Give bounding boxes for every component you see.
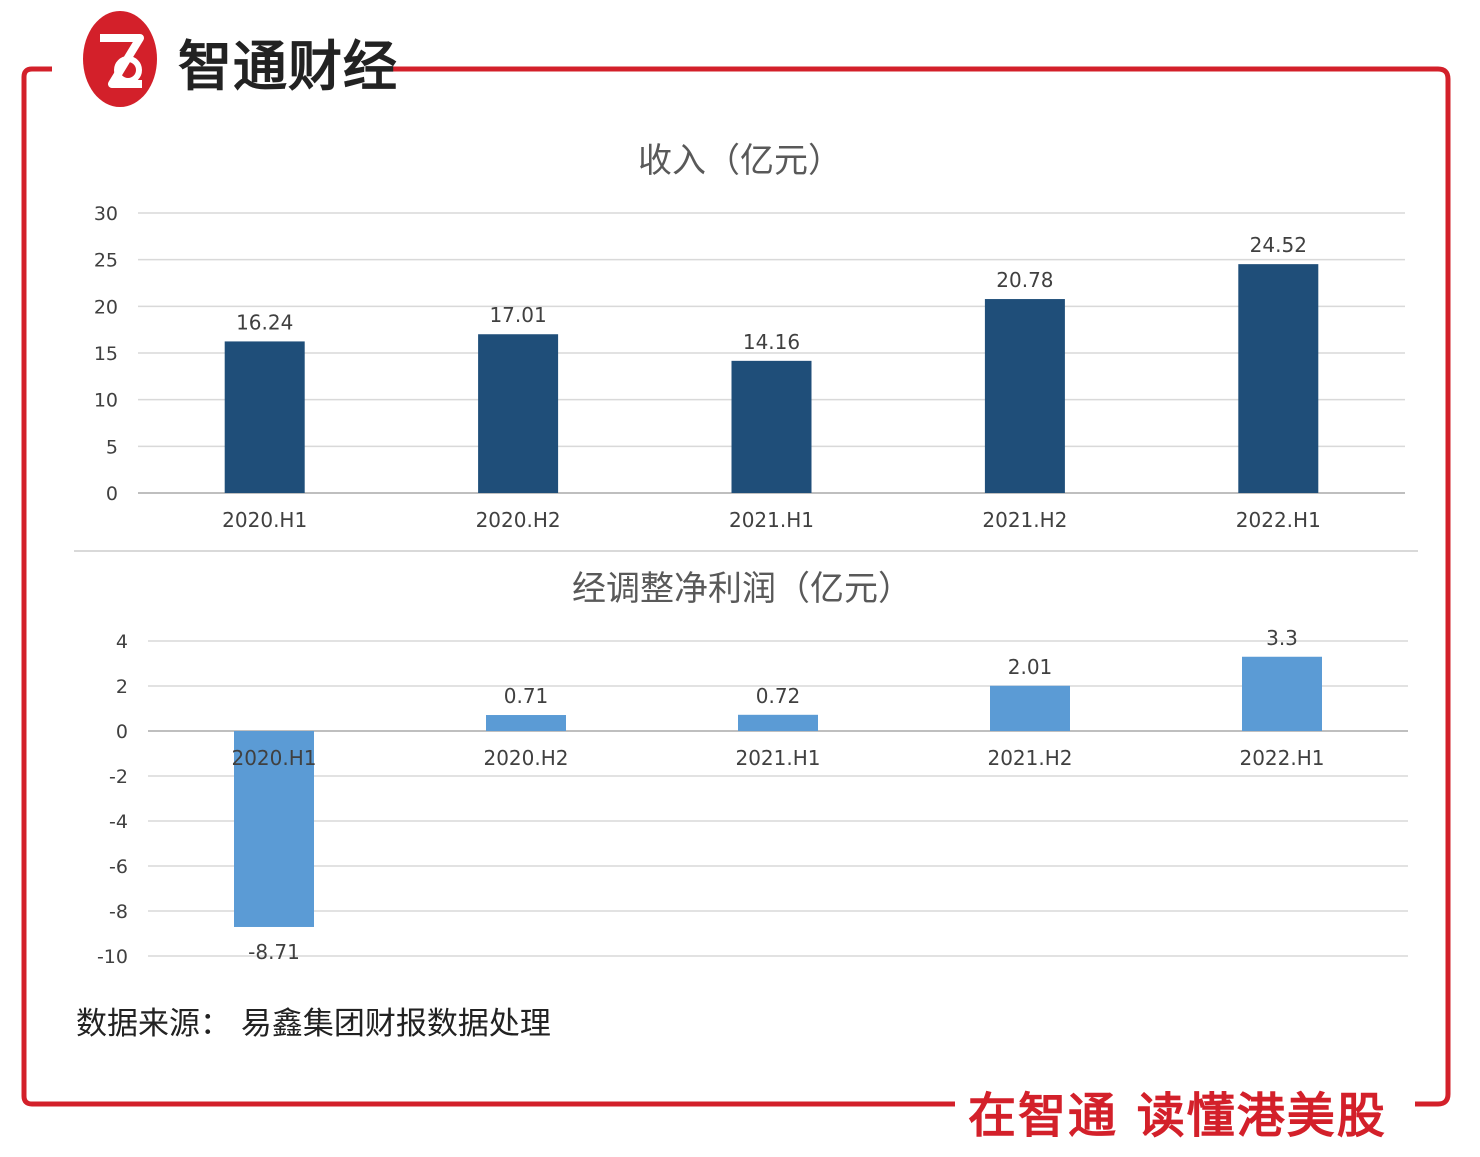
y-tick-label: 5 <box>106 436 118 458</box>
y-tick-label: 4 <box>116 631 128 653</box>
bar <box>1238 264 1319 493</box>
y-tick-label: -10 <box>97 946 128 968</box>
data-label: 0.71 <box>504 684 549 708</box>
data-source-note: 数据来源： 易鑫集团财报数据处理 <box>76 1006 551 1042</box>
zhitong-logo-icon <box>83 11 157 107</box>
y-tick-label: 30 <box>94 203 118 225</box>
data-label: 24.52 <box>1250 233 1307 257</box>
x-tick-label: 2022.H1 <box>1236 508 1321 532</box>
frame-border-left <box>21 66 955 1107</box>
bar <box>486 715 566 731</box>
slogan: 在智通 读懂港美股 <box>968 1088 1387 1144</box>
x-tick-label: 2020.H2 <box>483 746 568 770</box>
y-tick-label: 15 <box>94 343 118 365</box>
x-tick-label: 2021.H2 <box>987 746 1072 770</box>
y-tick-label: 25 <box>94 250 118 272</box>
x-tick-label: 2021.H1 <box>735 746 820 770</box>
x-tick-label: 2021.H1 <box>729 508 814 532</box>
bar <box>738 714 818 731</box>
data-label: 16.24 <box>236 310 293 334</box>
y-tick-label: -4 <box>109 811 128 833</box>
x-tick-label: 2020.H1 <box>222 508 307 532</box>
bar <box>478 334 559 493</box>
y-tick-label: 0 <box>106 483 118 505</box>
y-tick-label: -2 <box>109 766 128 788</box>
data-label: 14.16 <box>743 330 800 354</box>
data-label: 0.72 <box>756 684 801 708</box>
bar <box>984 299 1065 493</box>
data-label: 20.78 <box>996 268 1053 292</box>
x-tick-label: 2022.H1 <box>1239 746 1324 770</box>
bar <box>234 731 314 927</box>
x-tick-label: 2020.H2 <box>476 508 561 532</box>
frame-border-right <box>378 66 1451 1107</box>
x-tick-label: 2020.H1 <box>231 746 316 770</box>
chart-title: 经调整净利润（亿元） <box>572 569 912 609</box>
bar <box>1242 656 1322 731</box>
y-tick-label: 0 <box>116 721 128 743</box>
data-label: 17.01 <box>489 303 546 327</box>
brand-name: 智通财经 <box>178 35 398 98</box>
y-tick-label: 20 <box>94 296 118 318</box>
data-label: 3.3 <box>1266 626 1298 650</box>
y-tick-label: -6 <box>109 856 128 878</box>
data-label: -8.71 <box>248 940 300 964</box>
bar <box>731 360 812 493</box>
chart-title: 收入（亿元） <box>638 141 842 181</box>
bar <box>990 685 1070 731</box>
bar <box>224 341 305 493</box>
y-tick-label: 2 <box>116 676 128 698</box>
x-tick-label: 2021.H2 <box>982 508 1067 532</box>
y-tick-label: 10 <box>94 390 118 412</box>
data-label: 2.01 <box>1008 655 1053 679</box>
y-tick-label: -8 <box>109 901 128 923</box>
